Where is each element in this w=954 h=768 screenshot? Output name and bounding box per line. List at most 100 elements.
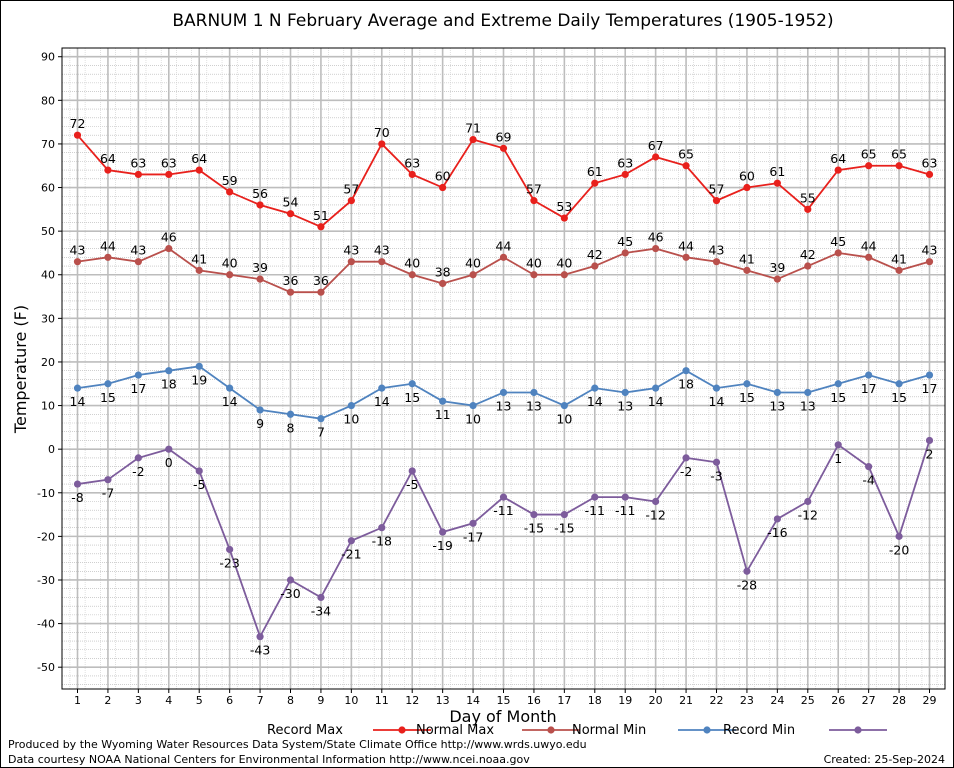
data-point <box>925 436 934 445</box>
data-point <box>73 131 82 139</box>
data-point <box>499 144 508 152</box>
data-point <box>530 271 538 279</box>
data-point <box>499 253 508 261</box>
data-point <box>104 476 112 484</box>
data-label: -34 <box>311 603 331 618</box>
data-point <box>378 258 386 266</box>
x-tick-label: 13 <box>436 694 450 707</box>
data-label: 39 <box>252 260 268 275</box>
data-label: -11 <box>615 503 635 518</box>
data-point <box>773 515 781 523</box>
data-point <box>895 266 903 274</box>
data-label: 41 <box>739 251 755 266</box>
data-label: -20 <box>889 542 909 557</box>
data-point <box>317 593 325 602</box>
data-point <box>317 223 325 231</box>
data-label: -30 <box>280 586 300 601</box>
data-label: 64 <box>100 151 116 166</box>
data-label: 63 <box>130 155 146 170</box>
data-label: -16 <box>767 525 787 540</box>
data-point <box>469 135 477 144</box>
data-point <box>560 510 568 519</box>
data-point <box>408 380 416 388</box>
footer-created: Created: 25-Sep-2024 <box>824 753 945 766</box>
x-tick-label: 9 <box>317 694 324 707</box>
data-label: 63 <box>161 155 177 170</box>
legend: Record Max Normal Max Normal Min Record Min <box>267 723 887 738</box>
data-point <box>195 362 203 370</box>
data-point <box>317 415 325 423</box>
series-normal-max: 43 44 43 46 41 40 39 36 36 43 43 40 38 40 44 40 40 42 45 46… <box>70 230 937 296</box>
data-label: -4 <box>862 473 875 488</box>
data-label: 44 <box>496 238 512 253</box>
data-label: 43 <box>130 243 146 258</box>
y-tick-label: 20 <box>41 356 55 369</box>
data-label: 19 <box>191 372 207 387</box>
data-point <box>865 162 873 170</box>
data-label: 46 <box>648 230 664 245</box>
data-point <box>347 197 355 205</box>
y-tick-label: 30 <box>41 312 55 325</box>
data-label: 14 <box>374 394 390 409</box>
data-label: 69 <box>496 129 512 144</box>
data-label: 44 <box>861 238 877 253</box>
data-point <box>712 258 721 266</box>
data-label: 11 <box>435 407 451 422</box>
data-label: 17 <box>130 381 146 396</box>
data-label: 7 <box>317 425 325 440</box>
data-label: 57 <box>343 182 359 197</box>
data-label: 63 <box>617 155 633 170</box>
data-point <box>865 371 873 379</box>
data-label: 36 <box>283 273 299 288</box>
data-point <box>195 266 203 274</box>
x-tick-label: 25 <box>801 694 815 707</box>
data-label: 55 <box>800 190 816 205</box>
data-label: 38 <box>435 264 451 279</box>
data-label: 42 <box>800 247 816 262</box>
data-label: 15 <box>739 390 755 405</box>
data-label: -17 <box>463 529 483 544</box>
legend-marker <box>547 726 555 734</box>
data-label: -8 <box>71 490 84 505</box>
data-point <box>165 367 173 375</box>
data-label: 0 <box>165 455 173 470</box>
data-label: 14 <box>709 394 725 409</box>
data-label: 15 <box>830 390 846 405</box>
data-point <box>743 567 751 575</box>
data-point <box>621 493 629 501</box>
data-point <box>226 545 234 554</box>
data-label: 56 <box>252 186 268 201</box>
data-label: 8 <box>287 420 295 435</box>
data-label: 18 <box>678 377 694 392</box>
data-label: 13 <box>617 398 633 413</box>
data-point <box>895 380 903 388</box>
data-label: 9 <box>256 416 264 431</box>
data-point <box>104 253 112 261</box>
data-point <box>134 170 142 179</box>
data-label: 14 <box>70 394 86 409</box>
x-tick-label: 1 <box>74 694 81 707</box>
x-axis-label: Day of Month <box>449 707 556 726</box>
data-point <box>408 467 416 475</box>
data-point <box>73 384 82 392</box>
data-label: 63 <box>922 155 938 170</box>
data-point <box>682 253 690 261</box>
data-point <box>347 537 355 545</box>
data-label: 41 <box>191 251 207 266</box>
data-point <box>743 183 751 192</box>
x-tick-label: 26 <box>831 694 845 707</box>
data-label: -11 <box>493 503 513 518</box>
data-point <box>530 388 538 397</box>
data-label: 10 <box>343 412 359 427</box>
data-label: 42 <box>587 247 603 262</box>
y-tick-label: 60 <box>41 182 55 195</box>
data-point <box>286 288 295 296</box>
data-point <box>134 454 142 462</box>
data-point <box>256 406 264 414</box>
data-label: 67 <box>648 138 664 153</box>
data-label: 14 <box>587 394 603 409</box>
data-label: 15 <box>891 390 907 405</box>
x-tick-label: 22 <box>710 694 724 707</box>
data-label: -15 <box>554 521 574 536</box>
